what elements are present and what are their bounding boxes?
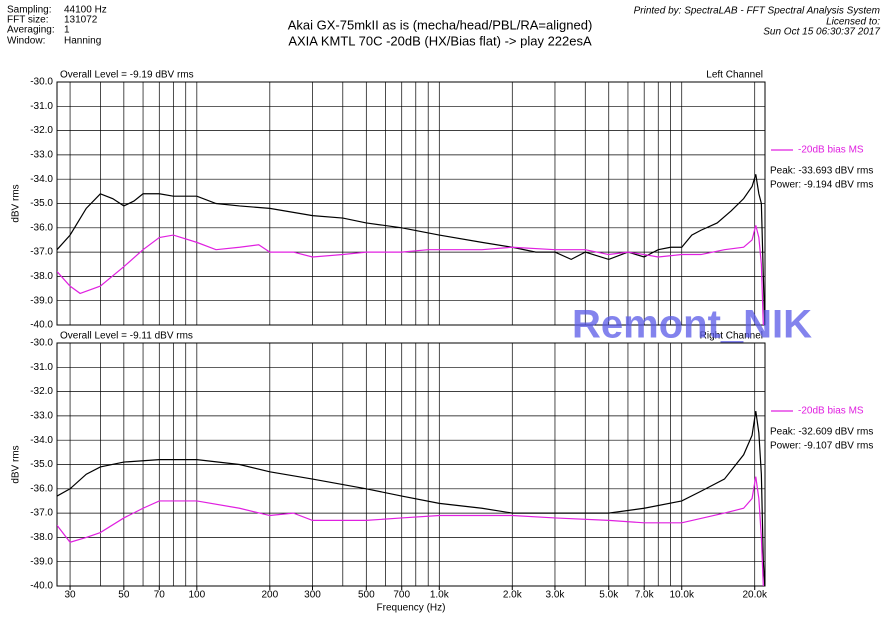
x-tick-label: 50 <box>118 590 130 601</box>
channel-label: Left Channel <box>706 70 763 81</box>
info-value: 131072 <box>64 15 98 26</box>
y-tick-label: -36.0 <box>30 483 53 494</box>
info-value: Hanning <box>64 36 101 47</box>
y-tick-label: -32.0 <box>30 386 53 397</box>
x-tick-label: 200 <box>261 590 278 601</box>
line <box>57 410 765 586</box>
y-tick-label: -32.0 <box>30 125 53 136</box>
y-tick-label: -30.0 <box>30 77 53 88</box>
y-tick-label: -34.0 <box>30 174 53 185</box>
x-tick-label: 1.0k <box>430 590 450 601</box>
y-tick-label: -35.0 <box>30 459 53 470</box>
title: AXIA KMTL 70C -20dB (HX/Bias flat) -> pl… <box>288 33 592 48</box>
info-label: Averaging: <box>7 25 55 36</box>
y-tick-label: -39.0 <box>30 556 53 567</box>
printed-by: Printed by: SpectraLAB - FFT Spectral An… <box>634 6 880 17</box>
line <box>57 476 764 586</box>
info-label: FFT size: <box>7 15 48 26</box>
y-axis-label: dBV rms <box>11 445 22 483</box>
x-tick-label: 500 <box>358 590 375 601</box>
x-tick-label: 300 <box>304 590 321 601</box>
peak: Peak: -32.609 dBV rms <box>770 427 873 438</box>
licensed: Licensed to: <box>826 17 880 28</box>
info-label: Window: <box>7 36 45 47</box>
legend-label: -20dB bias MS <box>798 145 864 156</box>
power: Power: -9.107 dBV rms <box>770 441 873 452</box>
peak: Peak: -33.693 dBV rms <box>770 166 873 177</box>
y-tick-label: -31.0 <box>30 362 53 373</box>
y-tick-label: -37.0 <box>30 508 53 519</box>
y-tick-label: -36.0 <box>30 222 53 233</box>
y-tick-label: -38.0 <box>30 271 53 282</box>
overall-level: Overall Level = -9.11 dBV rms <box>60 331 193 342</box>
power: Power: -9.194 dBV rms <box>770 180 873 191</box>
y-tick-label: -30.0 <box>30 338 53 349</box>
series-group <box>57 410 765 586</box>
title: Akai GX-75mkII as is (mecha/head/PBL/RA=… <box>288 17 593 32</box>
y-tick-label: -40.0 <box>30 581 53 592</box>
y-tick-label: -35.0 <box>30 198 53 209</box>
x-tick-label: 10.0k <box>670 590 695 601</box>
watermark: Remont_NIK <box>572 303 812 347</box>
overall-level: Overall Level = -9.19 dBV rms <box>60 70 194 81</box>
y-tick-label: -39.0 <box>30 295 53 306</box>
channel-label: Right Channel <box>700 331 763 342</box>
legend-label: -20dB bias MS <box>798 406 864 417</box>
y-tick-label: -38.0 <box>30 532 53 543</box>
info-label: Sampling: <box>7 5 51 16</box>
y-axis-label: dBV rms <box>11 184 22 222</box>
y-tick-label: -40.0 <box>30 320 53 331</box>
x-tick-label: 3.0k <box>546 590 566 601</box>
y-tick-label: -31.0 <box>30 101 53 112</box>
x-axis-label: Frequency (Hz) <box>377 603 446 614</box>
x-tick-label: 30 <box>64 590 76 601</box>
info-value: 1 <box>64 25 70 36</box>
x-tick-label: 2.0k <box>503 590 523 601</box>
y-tick-label: -34.0 <box>30 435 53 446</box>
line <box>57 174 765 325</box>
x-tick-label: 70 <box>154 590 166 601</box>
x-tick-label: 100 <box>188 590 205 601</box>
x-tick-label: 20.0k <box>742 590 767 601</box>
x-tick-label: 7.0k <box>635 590 655 601</box>
series-group <box>57 174 765 325</box>
x-tick-label: 700 <box>393 590 410 601</box>
y-tick-label: -37.0 <box>30 247 53 258</box>
info-value: 44100 Hz <box>64 5 107 16</box>
y-tick-label: -33.0 <box>30 150 53 161</box>
line <box>57 225 764 325</box>
date: Sun Oct 15 06:30:37 2017 <box>763 27 880 38</box>
x-tick-label: 5.0k <box>599 590 619 601</box>
y-tick-label: -33.0 <box>30 411 53 422</box>
